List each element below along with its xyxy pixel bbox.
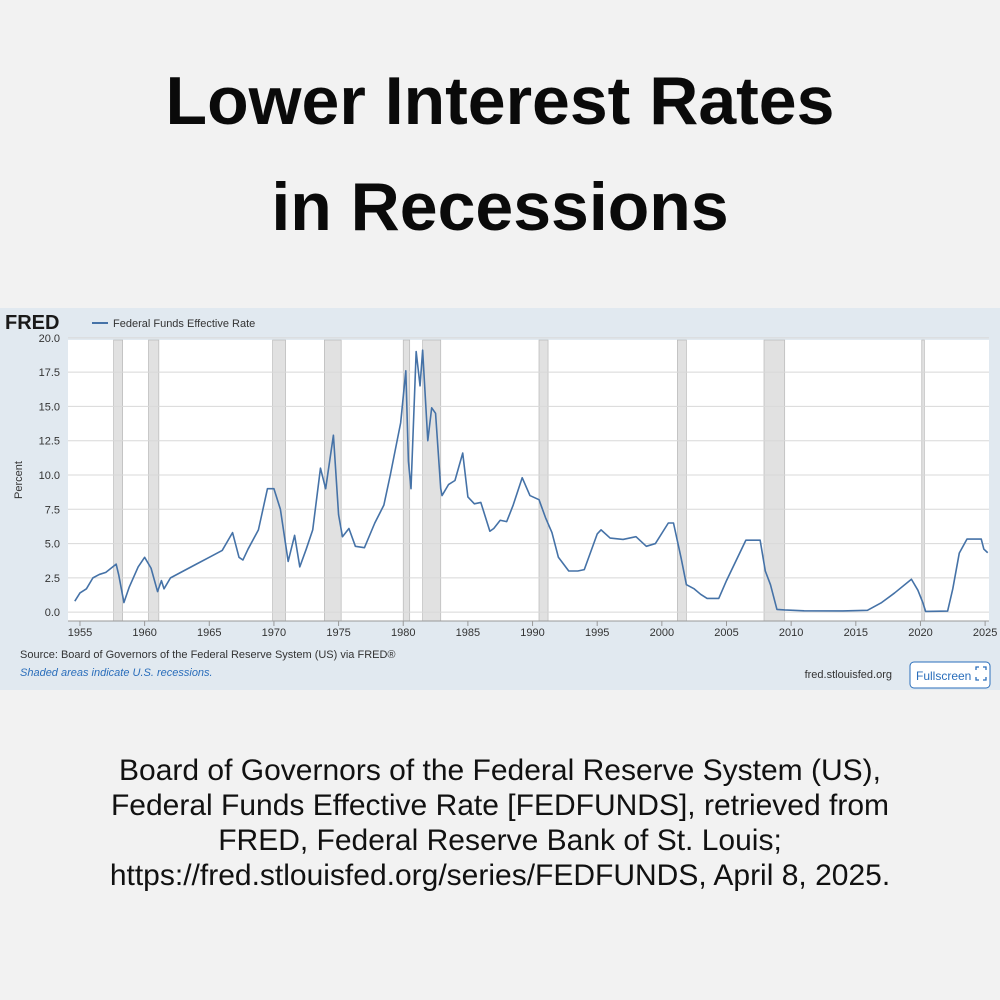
x-tick-label: 1980: [391, 627, 415, 639]
y-tick-label: 20.0: [39, 333, 60, 345]
x-tick-label: 1960: [132, 627, 156, 639]
recession-band: [272, 339, 286, 622]
citation-line: FRED, Federal Reserve Bank of St. Louis;: [218, 824, 782, 857]
logo: FRED: [5, 312, 59, 334]
y-tick-label: 17.5: [39, 367, 60, 379]
title-line: in Recessions: [271, 169, 728, 245]
plot-area: [68, 340, 989, 621]
data-line: [74, 349, 989, 613]
citation-line: Federal Funds Effective Rate [FEDFUNDS],…: [111, 789, 889, 822]
y-tick-label: 2.5: [45, 573, 60, 585]
x-tick-label: 1970: [262, 627, 286, 639]
recession-band: [113, 339, 123, 622]
citation-line: Board of Governors of the Federal Reserv…: [119, 754, 881, 787]
site: fred.stlouisfed.org: [805, 669, 892, 681]
x-tick-label: 2015: [844, 627, 868, 639]
x-tick-label: 1985: [456, 627, 480, 639]
x-tick-label: 2025: [973, 627, 997, 639]
title-line: Lower Interest Rates: [166, 63, 835, 139]
x-tick-label: 1975: [326, 627, 350, 639]
x-tick-label: 2005: [714, 627, 738, 639]
citation-line: https://fred.stlouisfed.org/series/FEDFU…: [110, 859, 890, 892]
fullscreen-button[interactable]: [909, 661, 991, 689]
y-tick-label: 7.5: [45, 504, 60, 516]
x-tick-label: 1965: [197, 627, 221, 639]
legend-entry: Federal Funds Effective Rate: [113, 318, 255, 330]
recession-band: [763, 339, 786, 622]
x-tick-label: 1955: [68, 627, 92, 639]
y-axis-label: Percent: [13, 461, 25, 499]
x-tick-label: 2000: [650, 627, 674, 639]
y-tick-label: 10.0: [39, 470, 60, 482]
fullscreen-icon[interactable]: [975, 666, 987, 681]
fullscreen-label[interactable]: Fullscreen: [916, 669, 971, 683]
x-tick-label: 1990: [520, 627, 544, 639]
y-tick-label: 15.0: [39, 401, 60, 413]
x-tick-label: 2020: [908, 627, 932, 639]
y-tick-label: 0.0: [45, 607, 60, 619]
recession-band: [538, 339, 549, 622]
x-tick-label: 2010: [779, 627, 803, 639]
source: Source: Board of Governors of the Federa…: [20, 649, 396, 661]
recession-band: [422, 339, 442, 622]
y-tick-label: 5.0: [45, 539, 60, 551]
x-tick-label: 1995: [585, 627, 609, 639]
recession-band: [921, 339, 925, 622]
note: Shaded areas indicate U.S. recessions.: [20, 667, 213, 679]
y-tick-label: 12.5: [39, 436, 60, 448]
